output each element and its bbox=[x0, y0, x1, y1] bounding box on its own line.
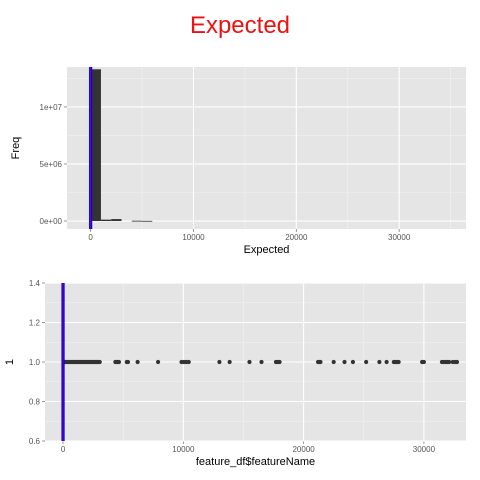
data-point bbox=[342, 359, 347, 365]
y-tick-label: 1.2 bbox=[29, 319, 41, 328]
y-tick-label: 0.8 bbox=[29, 398, 41, 407]
data-point bbox=[318, 359, 323, 365]
x-tick-label: 20000 bbox=[292, 445, 315, 454]
x-axis-title: Expected bbox=[244, 244, 290, 256]
data-point bbox=[135, 359, 140, 365]
data-point bbox=[454, 359, 460, 365]
data-point bbox=[227, 359, 232, 365]
histogram-bar bbox=[100, 219, 112, 222]
data-point bbox=[125, 359, 131, 365]
x-tick-label: 20000 bbox=[285, 233, 308, 242]
x-tick-label: 10000 bbox=[172, 445, 195, 454]
y-tick-label: 0.6 bbox=[29, 437, 41, 446]
histogram-bar bbox=[90, 69, 101, 222]
data-point bbox=[377, 359, 382, 365]
scatter-chart: 0 10000 20000 30000 0.6 0.8 1.0 1.2 1.4 feature_d… bbox=[4, 279, 466, 468]
data-point bbox=[277, 359, 282, 365]
x-tick-label: 0 bbox=[88, 233, 93, 242]
x-tick-label: 30000 bbox=[388, 233, 411, 242]
histogram-bar bbox=[111, 219, 122, 222]
data-point bbox=[247, 359, 252, 365]
page-title: Expected bbox=[189, 12, 291, 39]
data-point bbox=[217, 359, 222, 365]
data-point bbox=[421, 359, 426, 365]
x-tick-label: 10000 bbox=[182, 233, 205, 242]
plot-panel bbox=[67, 67, 466, 229]
data-point bbox=[384, 359, 389, 365]
data-point bbox=[331, 359, 336, 365]
data-point bbox=[155, 359, 161, 365]
histogram-chart: 0 10000 20000 30000 0e+00 5e+06 1e+07 Expected F… bbox=[10, 67, 466, 256]
data-point bbox=[447, 359, 452, 365]
data-point bbox=[186, 359, 191, 365]
histogram-bar bbox=[142, 220, 153, 222]
histogram-bar bbox=[131, 220, 143, 222]
data-point bbox=[350, 359, 356, 365]
data-point bbox=[364, 359, 369, 365]
y-axis-title: 1 bbox=[4, 359, 16, 365]
y-tick-label: 5e+06 bbox=[40, 160, 63, 169]
data-point bbox=[116, 359, 122, 365]
data-point bbox=[97, 359, 102, 365]
y-axis-title: Freq bbox=[10, 137, 22, 160]
y-tick-label: 1.0 bbox=[29, 358, 41, 367]
x-axis-title: feature_df$featureName bbox=[196, 456, 315, 468]
data-point bbox=[396, 359, 401, 365]
y-tick-label: 1e+07 bbox=[40, 103, 63, 112]
y-tick-label: 0e+00 bbox=[40, 217, 63, 226]
y-tick-label: 1.4 bbox=[29, 279, 41, 288]
data-point bbox=[259, 359, 264, 365]
x-tick-label: 0 bbox=[61, 445, 66, 454]
x-tick-label: 30000 bbox=[413, 445, 436, 454]
